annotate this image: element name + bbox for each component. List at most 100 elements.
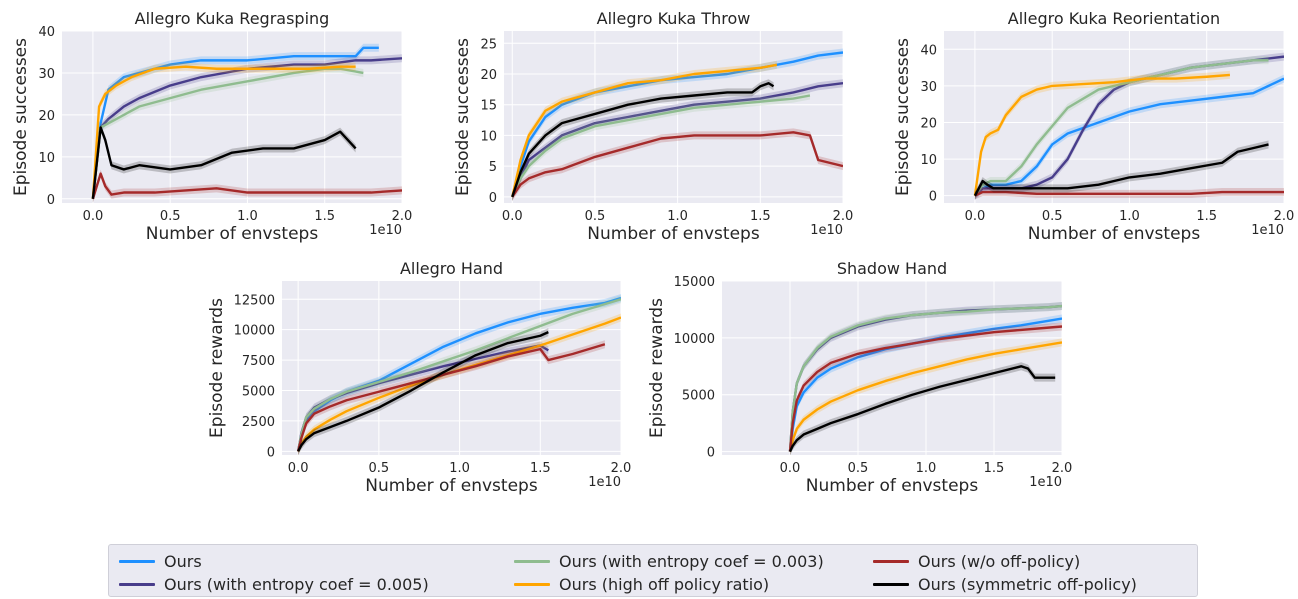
y-tick-label: 12500 <box>234 293 275 308</box>
legend-label: Ours (with entropy coef = 0.003) <box>559 551 824 571</box>
x-axis-label: Number of envsteps <box>806 476 979 496</box>
series-line <box>511 131 843 198</box>
y-axis-label: Episode successes <box>11 38 31 196</box>
y-tick-label: 0 <box>707 446 715 461</box>
plot-background <box>504 31 843 203</box>
series-line <box>973 143 1269 197</box>
x-offset-text: 1e10 <box>1029 475 1062 490</box>
y-tick-label: 10 <box>480 129 497 144</box>
x-tick-label: 0.0 <box>780 461 801 476</box>
series-line <box>511 82 775 198</box>
series-band <box>92 64 364 203</box>
x-tick-label: 1.0 <box>916 461 937 476</box>
x-offset-text: 1e10 <box>1251 223 1284 238</box>
chart-title: Shadow Hand <box>837 259 947 278</box>
series-line <box>296 296 621 452</box>
y-tick-label: 15000 <box>674 275 715 290</box>
legend-label: Ours (w/o off-policy) <box>918 551 1081 571</box>
series-line <box>788 365 1056 453</box>
x-tick-label: 1.5 <box>314 209 335 224</box>
x-tick-label: 0.0 <box>502 209 523 224</box>
y-tick-label: 5000 <box>242 385 275 400</box>
chart-title: Allegro Kuka Throw <box>597 9 751 28</box>
y-axis-label: Episode successes <box>893 38 913 196</box>
series-line <box>91 46 379 199</box>
legend-item-ours: Ours <box>119 550 202 572</box>
series-line <box>91 67 364 199</box>
legend-item-entropy-003: Ours (with entropy coef = 0.003) <box>514 550 824 572</box>
x-tick-label: 0.0 <box>288 461 309 476</box>
y-axis-label: Episode rewards <box>647 298 667 438</box>
y-tick-label: 0 <box>267 445 275 460</box>
y-tick-label: 0 <box>47 193 55 208</box>
series-band <box>92 123 356 203</box>
x-tick-label: 0.5 <box>160 209 181 224</box>
y-tick-label: 10000 <box>234 324 275 339</box>
x-axis-label: Number of envsteps <box>365 476 538 496</box>
y-tick-label: 30 <box>38 67 55 82</box>
chart-panel: 0.0 0.5 1.0 1.5 2.0 0 5 10 15 20 25 Allegro Kuka Th… <box>453 9 853 244</box>
x-tick-label: 0.5 <box>848 461 869 476</box>
series-band <box>790 362 1056 455</box>
series-line <box>91 65 356 199</box>
series-group <box>511 48 843 201</box>
legend-swatch <box>119 582 155 586</box>
x-tick-label: 0.5 <box>1042 209 1063 224</box>
y-tick-label: 20 <box>480 68 497 83</box>
series-line <box>91 57 402 199</box>
y-tick-label: 20 <box>38 109 55 124</box>
x-tick-label: 1.0 <box>237 209 258 224</box>
x-axis-label: Number of envsteps <box>1028 224 1201 244</box>
y-tick-label: 40 <box>38 25 55 40</box>
series-line <box>974 190 1284 197</box>
series-group <box>296 294 621 455</box>
series-line <box>511 94 811 198</box>
series-line <box>296 298 621 452</box>
legend-swatch <box>873 582 909 586</box>
y-tick-label: 0 <box>929 190 937 205</box>
series-line <box>511 82 843 198</box>
x-tick-label: 1.5 <box>530 461 551 476</box>
chart-title: Allegro Kuka Reorientation <box>1008 9 1220 28</box>
x-axis-label: Number of envsteps <box>587 224 760 244</box>
series-line <box>511 51 843 198</box>
x-tick-label: 0.0 <box>83 209 104 224</box>
chart-panel: 0.0 0.5 1.0 1.5 2.0 0 10 20 30 40 Allegro Kuka Reg… <box>11 9 412 244</box>
y-tick-label: 25 <box>480 37 497 52</box>
y-tick-label: 10 <box>920 153 937 168</box>
y-tick-label: 2500 <box>242 415 275 430</box>
chart-panel: 0.0 0.5 1.0 1.5 2.0 0 2500 5000 7500 10000 12500 Al… <box>207 259 631 496</box>
series-band <box>512 79 843 201</box>
legend-item-wo-off-policy: Ours (w/o off-policy) <box>873 550 1080 572</box>
series-group <box>788 302 1062 455</box>
series-band <box>298 295 621 455</box>
series-line <box>788 304 1062 452</box>
y-tick-label: 7500 <box>242 354 275 369</box>
x-tick-label: 0.5 <box>585 209 606 224</box>
y-tick-label: 5 <box>489 160 497 175</box>
x-tick-label: 2.0 <box>611 461 632 476</box>
legend-label: Ours (symmetric off-policy) <box>918 574 1137 594</box>
chart-title: Allegro Hand <box>400 259 503 278</box>
series-line <box>511 63 778 198</box>
x-tick-label: 1.5 <box>1196 209 1217 224</box>
x-offset-text: 1e10 <box>588 475 621 490</box>
legend-label: Ours <box>164 551 202 571</box>
chart-title: Allegro Kuka Regrasping <box>135 9 330 28</box>
y-tick-label: 15 <box>480 99 497 114</box>
x-offset-text: 1e10 <box>810 223 843 238</box>
legend-swatch <box>514 559 550 563</box>
series-line <box>91 126 357 199</box>
legend-swatch <box>119 559 155 563</box>
y-tick-label: 40 <box>920 43 937 58</box>
series-line <box>297 331 549 452</box>
x-tick-label: 1.0 <box>449 461 470 476</box>
series-line <box>296 343 606 452</box>
series-group <box>973 52 1284 200</box>
x-tick-label: 1.5 <box>750 209 771 224</box>
series-band <box>790 322 1062 455</box>
x-tick-label: 0.5 <box>369 461 390 476</box>
legend-swatch <box>873 559 909 563</box>
series-band <box>92 43 379 203</box>
